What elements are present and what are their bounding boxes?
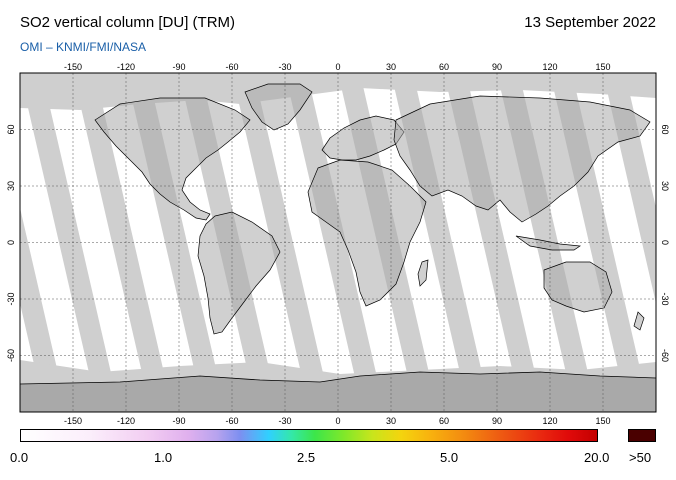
lon-tick-top: 0 xyxy=(335,62,340,72)
lat-tick-left: 30 xyxy=(6,181,16,191)
lat-tick-right: 30 xyxy=(660,181,670,191)
lon-tick-bottom: 120 xyxy=(542,416,557,425)
lon-tick-bottom: -120 xyxy=(117,416,135,425)
lon-tick-bottom: 0 xyxy=(335,416,340,425)
no-data-swath xyxy=(285,73,385,412)
colorbar-label-3: 5.0 xyxy=(440,450,459,465)
colorbar-overflow-label: >50 xyxy=(629,450,652,465)
madagascar xyxy=(417,259,429,287)
colorbar-label-0: 0.0 xyxy=(10,450,29,465)
lat-tick-right: 0 xyxy=(660,240,670,245)
lat-tick-left: 0 xyxy=(6,240,16,245)
north-america xyxy=(94,97,251,221)
lon-tick-top: 90 xyxy=(492,62,502,72)
lon-tick-bottom: 60 xyxy=(439,416,449,425)
lon-tick-bottom: 150 xyxy=(595,416,610,425)
lon-tick-top: 150 xyxy=(595,62,610,72)
lon-tick-bottom: 30 xyxy=(386,416,396,425)
no-data-swath xyxy=(20,207,67,412)
lon-tick-top: 60 xyxy=(439,62,449,72)
lon-tick-top: 120 xyxy=(542,62,557,72)
continents xyxy=(94,83,651,335)
lon-tick-bottom: -90 xyxy=(172,416,185,425)
colorbar-label-2: 2.5 xyxy=(297,450,316,465)
no-data-swath xyxy=(73,73,173,412)
south-america xyxy=(197,211,281,335)
data-credit: OMI – KNMI/FMI/NASA xyxy=(20,40,147,54)
lon-tick-top: -60 xyxy=(225,62,238,72)
lon-tick-top: 30 xyxy=(386,62,396,72)
lat-tick-left: 60 xyxy=(6,124,16,134)
colorbar-label-4: 20.0 xyxy=(584,450,610,465)
new-zealand xyxy=(633,311,645,331)
africa xyxy=(307,159,427,307)
lat-tick-right: -30 xyxy=(660,292,670,305)
lon-tick-bottom: -150 xyxy=(64,416,82,425)
lat-tick-right: 60 xyxy=(660,124,670,134)
map-frame xyxy=(19,72,657,413)
axis-ticks: -150 -150 -120 -120 -90 -90 -60 -60 -30 -30 0 0 30 30… xyxy=(6,62,670,425)
lon-tick-top: -120 xyxy=(117,62,135,72)
lon-tick-bottom: 90 xyxy=(492,416,502,425)
lon-tick-bottom: -30 xyxy=(278,416,291,425)
map-date: 13 September 2022 xyxy=(524,14,656,31)
lat-tick-right: -60 xyxy=(660,349,670,362)
greenland xyxy=(244,83,313,131)
lon-tick-top: -30 xyxy=(278,62,291,72)
australia xyxy=(543,261,613,313)
map-title: SO2 vertical column [DU] (TRM) xyxy=(20,14,236,31)
asia xyxy=(393,95,651,223)
colorbar-overflow-swatch xyxy=(628,429,656,442)
no-data-swath xyxy=(232,73,332,412)
lat-tick-left: -60 xyxy=(6,349,16,362)
so2-map: -150 -150 -120 -120 -90 -90 -60 -60 -30 -30 0 0 30 30… xyxy=(6,62,670,425)
indonesia xyxy=(515,235,582,251)
graticule xyxy=(20,73,656,412)
lon-tick-top: -90 xyxy=(172,62,185,72)
lat-tick-left: -30 xyxy=(6,292,16,305)
colorbar xyxy=(20,429,598,442)
lon-tick-top: -150 xyxy=(64,62,82,72)
lon-tick-bottom: -60 xyxy=(225,416,238,425)
colorbar-label-1: 1.0 xyxy=(154,450,173,465)
